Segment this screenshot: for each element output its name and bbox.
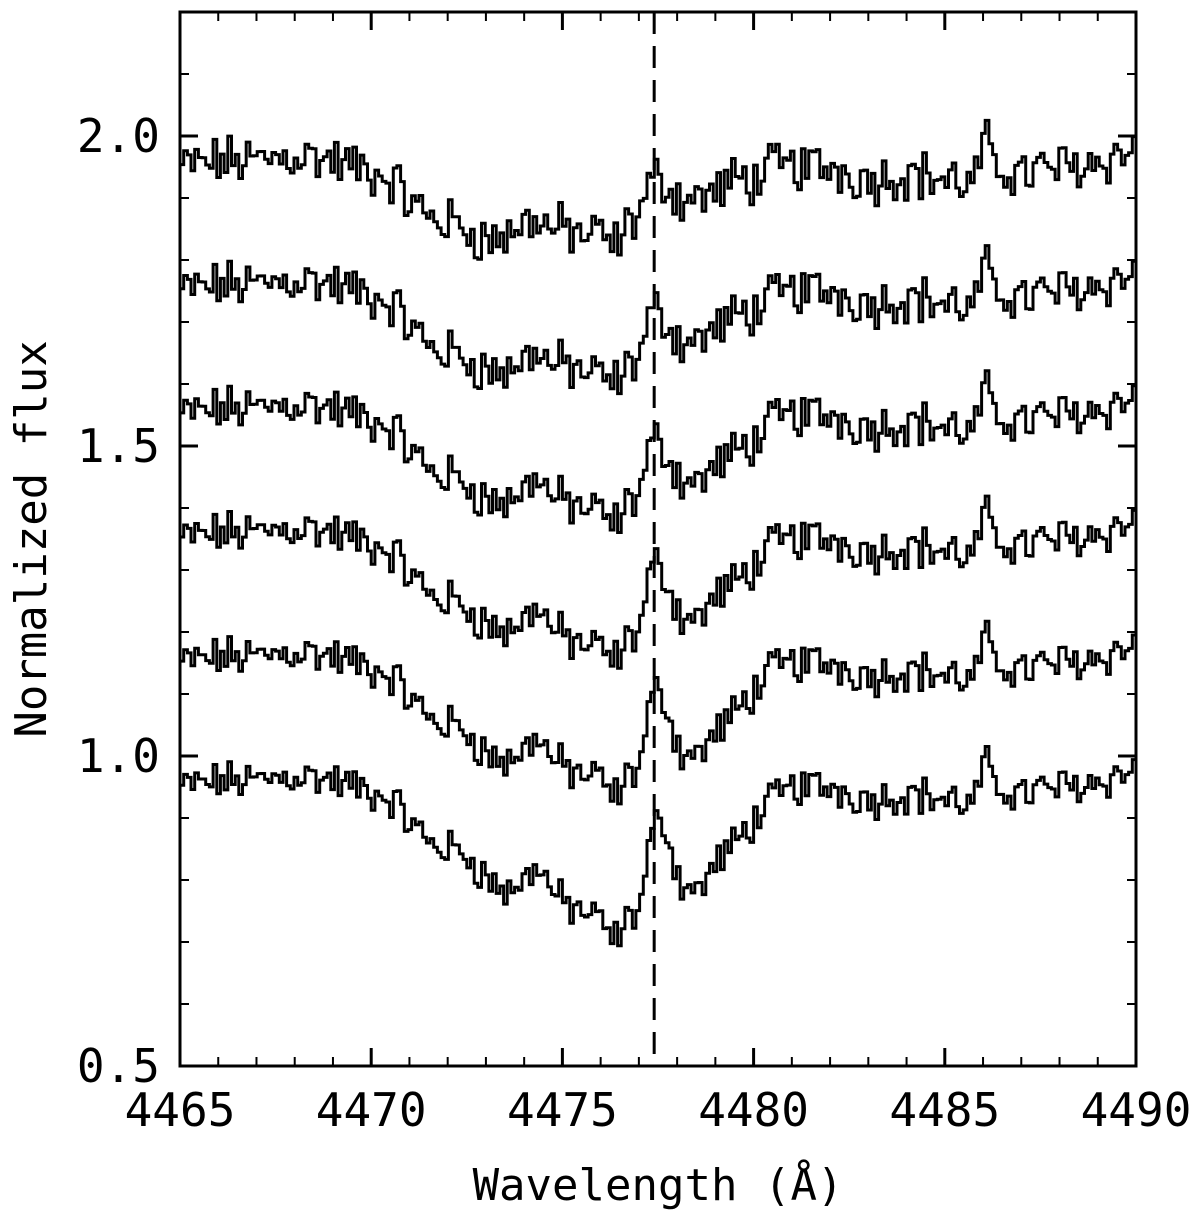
spectrum-series-line — [180, 244, 1138, 396]
y-tick-label: 0.5 — [77, 1039, 160, 1093]
spectrum-series-line — [180, 494, 1138, 670]
tick-layer — [178, 12, 1138, 1068]
tick-label-layer: 4465 4470 4475 4480 4485 4490 0.5 1.0 1.5 2.0 — [77, 109, 1191, 1137]
series-layer — [180, 118, 1138, 948]
x-tick-label: 4490 — [1081, 1083, 1192, 1137]
spectrum-series-line — [180, 118, 1138, 261]
y-tick-label: 2.0 — [77, 109, 160, 163]
x-tick-label: 4465 — [125, 1083, 236, 1137]
x-tick-label: 4480 — [698, 1083, 809, 1137]
x-tick-label: 4470 — [316, 1083, 427, 1137]
spectrum-series-line — [180, 619, 1138, 806]
y-tick-label: 1.0 — [77, 729, 160, 783]
y-tick-label: 1.5 — [77, 419, 160, 473]
spectrum-series-line — [180, 745, 1138, 948]
x-axis-label: Wavelength (Å) — [473, 1158, 844, 1211]
spectrum-series-line — [180, 369, 1138, 534]
x-tick-label: 4475 — [507, 1083, 618, 1137]
x-tick-label: 4485 — [889, 1083, 1000, 1137]
plot-frame — [178, 10, 1138, 1068]
y-axis-label: Normalized flux — [6, 340, 57, 737]
